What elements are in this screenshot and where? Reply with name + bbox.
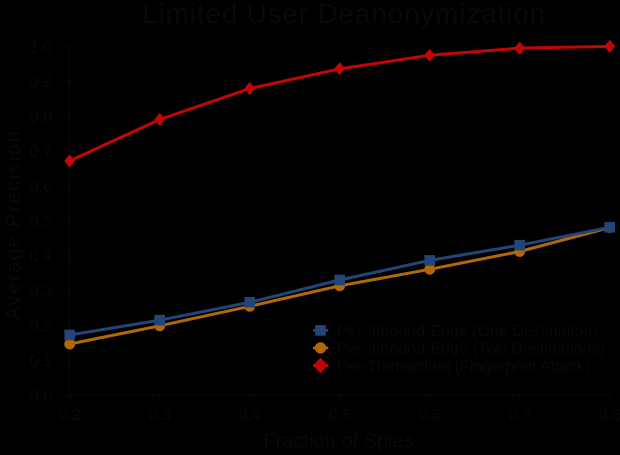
svg-text:0.5: 0.5 xyxy=(329,407,351,424)
svg-text:0.8: 0.8 xyxy=(599,407,620,424)
svg-text:1.0: 1.0 xyxy=(30,39,52,56)
svg-text:0.6: 0.6 xyxy=(30,179,52,196)
svg-text:0.4: 0.4 xyxy=(30,249,52,266)
svg-text:Per-Inbound-Edge (One Destinat: Per-Inbound-Edge (One Destination) xyxy=(337,323,598,340)
svg-text:0.6: 0.6 xyxy=(419,407,441,424)
svg-text:0.7: 0.7 xyxy=(30,144,52,161)
svg-text:Limited User Deanonymization: Limited User Deanonymization xyxy=(142,0,546,29)
svg-text:0.1: 0.1 xyxy=(30,353,52,370)
svg-text:0.0: 0.0 xyxy=(30,388,52,405)
svg-text:Per-Transaction (Fingerprint A: Per-Transaction (Fingerprint Attack) xyxy=(337,358,590,375)
svg-text:0.9: 0.9 xyxy=(30,74,52,91)
svg-text:Average Precision: Average Precision xyxy=(3,130,25,321)
svg-text:0.3: 0.3 xyxy=(30,284,52,301)
svg-text:Per-Inbound-Edge (Two Destinat: Per-Inbound-Edge (Two Destinations) xyxy=(337,341,605,358)
svg-text:0.2: 0.2 xyxy=(59,407,81,424)
svg-text:0.8: 0.8 xyxy=(30,109,52,126)
svg-text:0.5: 0.5 xyxy=(30,214,52,231)
svg-text:0.3: 0.3 xyxy=(149,407,171,424)
svg-text:0.7: 0.7 xyxy=(509,407,531,424)
svg-text:Fraction of Spies: Fraction of Spies xyxy=(264,431,414,453)
svg-text:0.4: 0.4 xyxy=(239,407,261,424)
svg-text:0.2: 0.2 xyxy=(30,318,52,335)
